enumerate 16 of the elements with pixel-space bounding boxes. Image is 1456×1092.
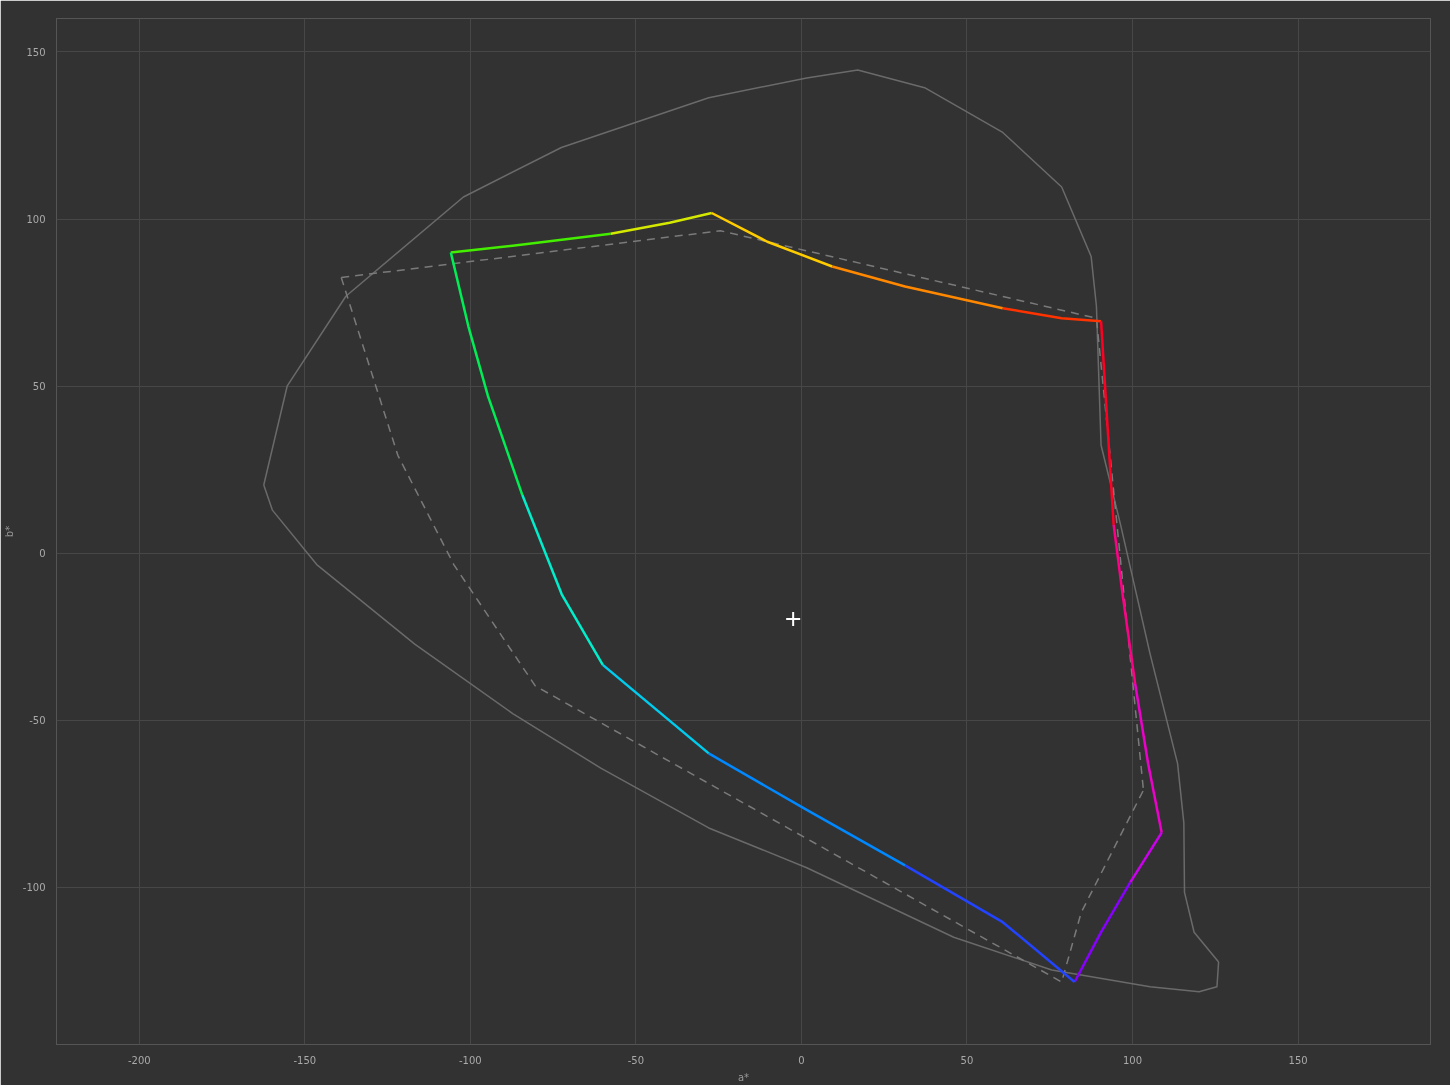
y-tick-label: -100 [22,882,46,894]
y-tick-label: 150 [26,46,46,58]
x-tick-label: 50 [960,1054,974,1066]
x-tick-label: -100 [459,1054,482,1066]
x-tick-label: -50 [627,1054,645,1066]
y-tick-label: -50 [29,715,46,727]
y-tick-label: 0 [39,548,46,560]
x-tick-label: -200 [127,1054,151,1066]
x-tick-label: 150 [1288,1054,1308,1066]
y-tick-label: 100 [26,214,46,226]
x-tick-label: -150 [293,1054,317,1066]
x-tick-label: 100 [1122,1054,1143,1066]
x-tick-label: 0 [798,1054,805,1066]
y-tick-label: 50 [32,381,46,393]
y-axis-title: b* [3,525,15,538]
x-axis-title: a* [737,1071,750,1083]
